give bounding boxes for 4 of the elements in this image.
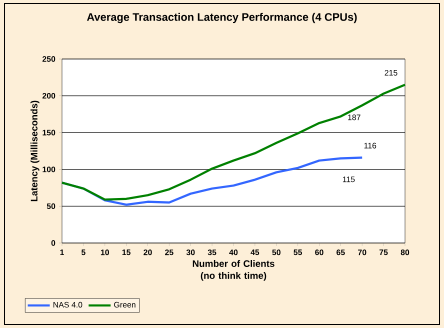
chart-title: Average Transaction Latency Performance (4 CPUs) — [86, 12, 357, 24]
y-axis-title: Latency (Milliseconds) — [30, 100, 40, 202]
x-axis-title: Number of Clients (no think time) — [192, 260, 274, 281]
line-series — [60, 84, 406, 201]
